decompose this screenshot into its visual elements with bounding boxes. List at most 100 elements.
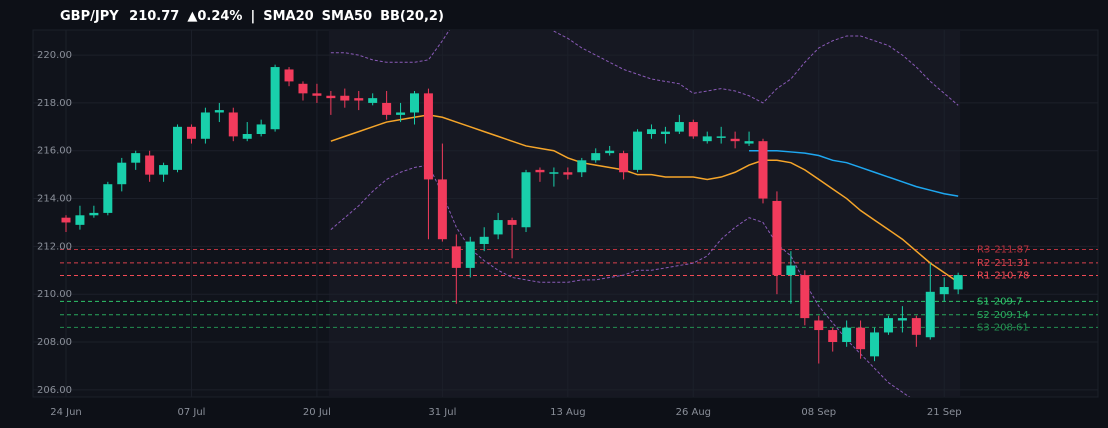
indicator: SMA20 (263, 9, 313, 24)
x-tick-label: 24 Jun (50, 407, 82, 418)
candle-body (814, 320, 824, 331)
y-tick-label: 214.00 (37, 194, 72, 205)
level-name: R1 (977, 271, 990, 282)
level-label: R3 211.87 (977, 244, 1029, 255)
level-label: S3 208.61 (977, 322, 1029, 333)
candle-body (633, 131, 643, 170)
level-label: S1 209.7 (977, 296, 1022, 307)
candle-body (660, 131, 670, 135)
candle-body (521, 172, 531, 228)
candle-body (605, 150, 615, 154)
change: ▲0.24% (187, 9, 242, 24)
candle-body (382, 102, 392, 115)
candle-body (89, 212, 99, 216)
x-tick-label: 26 Aug (676, 407, 711, 418)
candle-body (437, 179, 447, 240)
level-value: 209.14 (994, 310, 1029, 321)
candle-body (507, 220, 517, 225)
level-name: S1 (977, 296, 990, 307)
candle-body (173, 126, 183, 170)
level-name: S3 (977, 322, 990, 333)
candle-body (646, 129, 656, 135)
candle-body (214, 110, 224, 113)
indicator-line (330, 164, 911, 397)
candle-body (451, 246, 461, 268)
candle-body (953, 275, 963, 290)
level-name: R2 (977, 258, 990, 269)
candle-body (159, 165, 169, 175)
y-tick-label: 210.00 (37, 289, 72, 300)
candle-body (75, 215, 85, 225)
y-tick-label: 212.00 (37, 241, 72, 252)
candle-body (326, 95, 336, 99)
candle-body (228, 112, 238, 137)
candle-body (800, 275, 810, 319)
candle-body (758, 141, 768, 199)
x-tick-label: 08 Sep (801, 407, 836, 418)
candle-body (577, 160, 587, 173)
candle-body (284, 69, 294, 82)
candle-body (563, 172, 573, 175)
candle-body (410, 93, 419, 113)
candle-body (535, 169, 545, 173)
indicator-line (330, 114, 959, 283)
level-value: 211.87 (994, 244, 1029, 255)
level-label: S2 209.14 (977, 310, 1029, 321)
level-name: S2 (977, 310, 990, 321)
y-tick-label: 218.00 (37, 98, 72, 109)
candle-body (939, 287, 949, 295)
y-tick-label: 216.00 (37, 146, 72, 157)
candle-body (619, 153, 629, 173)
candle-body (591, 153, 601, 161)
candle-body (828, 330, 838, 343)
candle-body (145, 155, 155, 175)
candle-body (396, 112, 406, 115)
level-label: R1 210.78 (977, 271, 1029, 282)
chart-title: GBP/JPY 210.77 ▲0.24% | SMA20 SMA50 BB(20,2) (60, 9, 444, 24)
level-value: 208.61 (994, 322, 1029, 333)
candle-body (465, 241, 475, 268)
candle-body (242, 134, 252, 139)
level-value: 211.31 (994, 258, 1029, 269)
candle-body (256, 124, 266, 135)
candle-body (270, 67, 280, 130)
candle-body (925, 291, 935, 338)
indicator: SMA50 (322, 9, 372, 24)
candle-body (423, 93, 433, 180)
candle-body (786, 265, 796, 276)
candle-body (549, 172, 559, 174)
candle-body (479, 236, 489, 244)
candle-body (674, 122, 684, 132)
candle-body (298, 83, 308, 94)
candle-body (772, 200, 782, 276)
y-tick-label: 208.00 (37, 337, 72, 348)
level-label: R2 211.31 (977, 258, 1029, 269)
candle-body (842, 327, 852, 343)
indicator-line (330, 30, 959, 106)
indicator-region (328, 30, 961, 397)
candle-body (61, 217, 71, 223)
level-name: R3 (977, 244, 990, 255)
candle-body (186, 126, 196, 139)
x-tick-label: 20 Jul (303, 407, 331, 418)
candle-body (368, 98, 378, 103)
candle-body (716, 136, 726, 138)
price: 210.77 (129, 9, 179, 24)
indicator-line (749, 149, 959, 197)
x-tick-label: 13 Aug (550, 407, 585, 418)
candle-body (883, 318, 893, 333)
candle-body (870, 332, 880, 357)
candle-body (131, 153, 141, 163)
candle-body (702, 136, 712, 142)
candle-body (493, 220, 503, 235)
separator: | (250, 9, 255, 24)
y-tick-label: 206.00 (37, 385, 72, 396)
x-tick-label: 21 Sep (927, 407, 962, 418)
candle-body (856, 327, 866, 350)
candle-body (911, 318, 921, 335)
symbol: GBP/JPY (60, 9, 119, 24)
candle-body (897, 318, 907, 321)
level-value: 209.7 (994, 296, 1023, 307)
candle-body (744, 141, 754, 144)
